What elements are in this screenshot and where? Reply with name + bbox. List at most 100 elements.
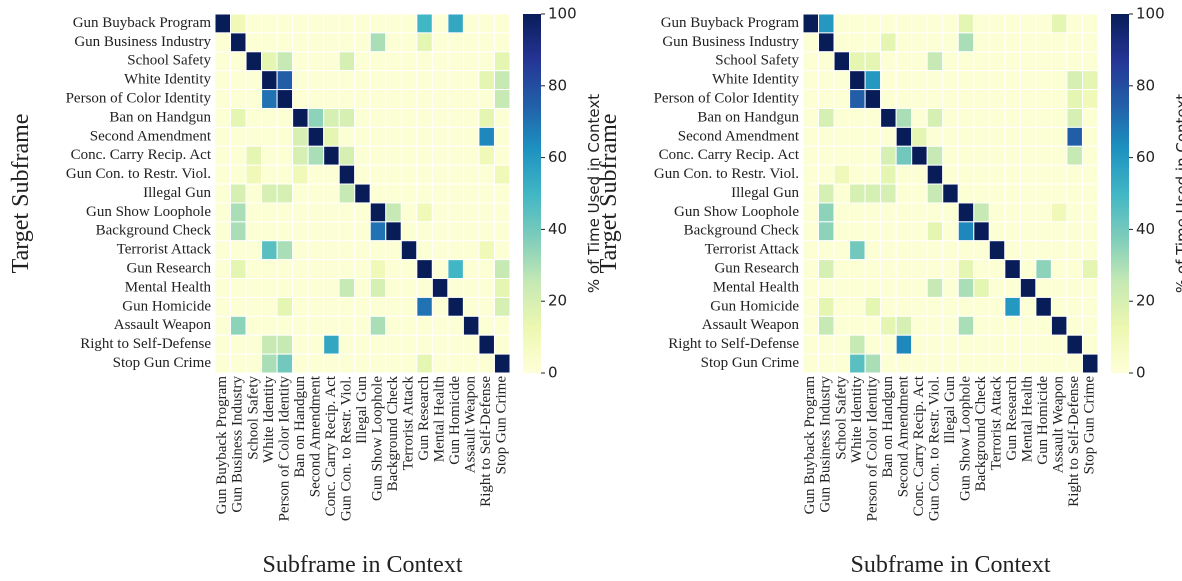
heat-cell [833, 183, 851, 204]
heat-cell [942, 183, 959, 204]
heat-cell [431, 334, 449, 355]
heat-cell [895, 70, 913, 91]
heat-cell [338, 240, 356, 261]
heat-cell [849, 51, 866, 72]
heat-cell [261, 107, 278, 128]
heat-cell [416, 278, 433, 298]
heat-cell [276, 126, 294, 147]
heat-cell [338, 296, 356, 317]
heat-cell [230, 278, 247, 298]
heat-cell [926, 240, 944, 261]
heat-cell [478, 51, 495, 72]
heat-cell [416, 240, 433, 261]
heat-cell [880, 126, 897, 147]
heat-cell [276, 240, 294, 261]
heat-cell [818, 259, 835, 280]
colorbar-tick-label: 100 [1136, 5, 1165, 23]
heat-cell [1035, 240, 1052, 261]
y-tick-label: Gun Research [714, 261, 799, 277]
heat-cell [462, 51, 480, 72]
heat-cell [462, 183, 480, 204]
heat-cell [833, 278, 851, 298]
heat-cell [400, 240, 418, 261]
y-tick-label: Gun Con. to Restr. Viol. [66, 166, 211, 182]
heat-cell [478, 240, 495, 261]
heat-cell [880, 89, 897, 109]
heat-cell [880, 13, 897, 34]
heat-cell [1019, 145, 1037, 166]
x-tick-label: Assault Weapon [463, 376, 479, 474]
heat-cell [431, 315, 449, 336]
heat-cell [1081, 32, 1099, 53]
heat-cell [447, 89, 464, 109]
heat-cell [338, 32, 356, 53]
y-tick-label: Stop Gun Crime [113, 355, 212, 371]
heat-cell [245, 202, 263, 223]
heat-cell [911, 13, 928, 34]
heat-cell [818, 240, 835, 261]
heat-cell [416, 164, 433, 185]
heat-cell [911, 145, 928, 166]
x-tick-label: Gun Homicide [447, 376, 463, 465]
heat-cell [307, 183, 325, 204]
heat-cell [973, 353, 990, 374]
heat-cell [1004, 315, 1021, 336]
heat-cell [431, 164, 449, 185]
heat-cell [431, 89, 449, 109]
heat-cell [276, 315, 294, 336]
heat-cell [1019, 89, 1037, 109]
heat-cell [338, 353, 356, 374]
heat-cell [957, 126, 975, 147]
heat-cell [988, 70, 1006, 91]
heat-cell [802, 240, 820, 261]
heat-cell [478, 89, 495, 109]
heat-cell [1019, 13, 1037, 34]
heat-cell [988, 107, 1006, 128]
heat-cell [818, 107, 835, 128]
heat-cell [354, 164, 371, 185]
heat-cell [214, 32, 232, 53]
heat-cell [416, 145, 433, 166]
heat-cell [880, 240, 897, 261]
heat-cell [214, 145, 232, 166]
heat-cell [1035, 334, 1052, 355]
heat-cell [864, 240, 882, 261]
heat-cell [895, 353, 913, 374]
heat-cell [493, 183, 511, 204]
x-tick-label: Mental Health [432, 376, 448, 463]
heat-cell [214, 13, 232, 34]
heat-cell [880, 353, 897, 374]
heat-cell [1035, 51, 1052, 72]
heat-cell [214, 278, 232, 298]
heat-cell [849, 32, 866, 53]
heat-cell [1081, 278, 1099, 298]
heat-cell [354, 315, 371, 336]
heat-cell [973, 296, 990, 317]
heat-cell [833, 89, 851, 109]
heat-cell [385, 89, 402, 109]
heat-cell [973, 259, 990, 280]
x-tick-label: Gun Con. to Restr. Viol. [338, 376, 354, 521]
heat-cell [261, 51, 278, 72]
colorbar [523, 14, 541, 373]
heat-cell [942, 126, 959, 147]
heat-cell [478, 278, 495, 298]
y-tick-label: Illegal Gun [731, 185, 799, 201]
heat-cell [942, 202, 959, 223]
heat-cell [323, 278, 340, 298]
heat-cell [1081, 51, 1099, 72]
heat-cell [864, 51, 882, 72]
colorbar-tick-label: 80 [1136, 76, 1155, 94]
heat-cell [276, 107, 294, 128]
heat-cell [447, 259, 464, 280]
heat-cell [1004, 13, 1021, 34]
heat-cell [942, 334, 959, 355]
heat-cell [369, 183, 387, 204]
heat-cell [942, 70, 959, 91]
heat-cell [261, 183, 278, 204]
heat-cell [261, 164, 278, 185]
heat-cell [323, 183, 340, 204]
heat-cell [230, 296, 247, 317]
heat-cell [323, 51, 340, 72]
heat-cell [864, 89, 882, 109]
